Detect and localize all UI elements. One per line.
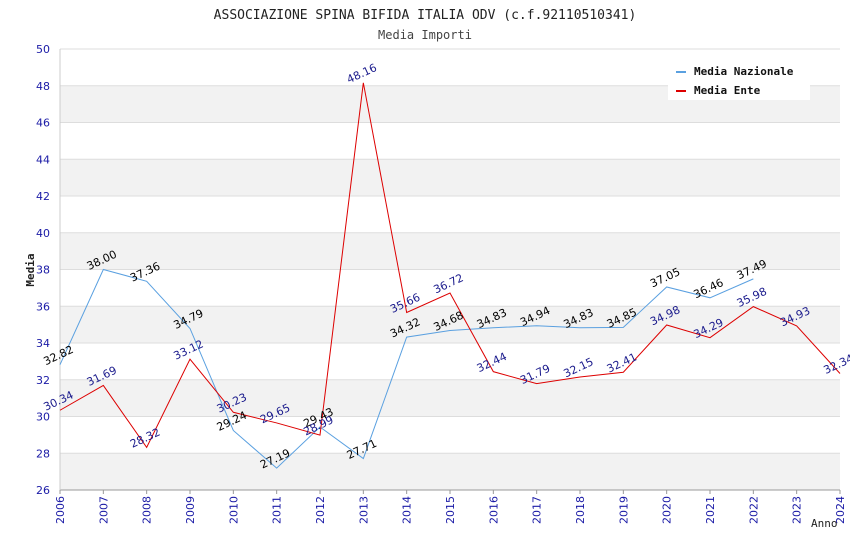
y-tick-label: 42 <box>36 190 50 203</box>
x-tick-label: 2013 <box>357 496 370 524</box>
y-tick-label: 44 <box>36 153 50 166</box>
x-tick-label: 2019 <box>617 496 630 524</box>
grid-band <box>60 122 840 160</box>
x-axis-ticks: 2006 2007 2008 2009 2010 2011 2012 2013 2014 2015… <box>54 490 847 524</box>
y-tick-label: 34 <box>36 337 50 350</box>
series-line-media-ente <box>59 82 841 449</box>
grid-band <box>60 379 840 417</box>
x-tick-label: 2015 <box>444 496 457 524</box>
grid-band <box>60 159 840 196</box>
y-tick-label: 32 <box>36 374 50 387</box>
legend-label-media-nazionale: Media Nazionale <box>694 65 794 78</box>
x-tick-label: 2018 <box>574 496 587 524</box>
legend-box <box>668 60 810 100</box>
grid-bands <box>60 49 840 490</box>
y-tick-label: 46 <box>36 117 50 130</box>
legend: Media Nazionale Media Ente <box>668 60 810 100</box>
x-tick-label: 2010 <box>227 496 240 524</box>
x-tick-label: 2021 <box>704 496 717 524</box>
y-tick-label: 28 <box>36 447 50 460</box>
y-axis-ticks: 26 28 30 32 34 36 38 40 42 44 46 48 50 <box>36 43 50 497</box>
y-axis-label: Media <box>24 253 37 286</box>
x-tick-label: 2023 <box>791 496 804 524</box>
y-tick-label: 40 <box>36 227 50 240</box>
x-tick-label: 2006 <box>54 496 67 524</box>
series-line-media-nazionale <box>59 268 754 469</box>
y-tick-label: 36 <box>36 300 50 313</box>
grid-band <box>60 416 840 454</box>
x-tick-label: 2014 <box>401 496 414 524</box>
x-tick-label: 2017 <box>531 496 544 524</box>
y-tick-label: 38 <box>36 264 50 277</box>
y-tick-label: 26 <box>36 484 50 497</box>
chart-title: ASSOCIAZIONE SPINA BIFIDA ITALIA ODV (c.… <box>214 8 637 23</box>
grid-band <box>60 453 840 490</box>
x-axis-label: Anno <box>811 517 838 530</box>
grid-band <box>60 196 840 233</box>
y-tick-label: 30 <box>36 411 50 424</box>
x-tick-label: 2016 <box>487 496 500 524</box>
y-tick-label: 48 <box>36 80 50 93</box>
x-tick-label: 2011 <box>271 496 284 524</box>
x-tick-label: 2022 <box>747 496 760 524</box>
series-lines <box>59 82 841 469</box>
x-tick-label: 2012 <box>314 496 327 524</box>
grid-band <box>60 232 840 270</box>
x-tick-label: 2024 <box>834 496 847 524</box>
grid-band <box>60 306 840 343</box>
x-tick-label: 2020 <box>661 496 674 524</box>
legend-label-media-ente: Media Ente <box>694 84 761 97</box>
grid-band <box>60 269 840 307</box>
chart-subtitle: Media Importi <box>378 28 472 42</box>
x-tick-label: 2007 <box>97 496 110 524</box>
y-tick-label: 50 <box>36 43 50 56</box>
x-tick-label: 2009 <box>184 496 197 524</box>
x-tick-label: 2008 <box>141 496 154 524</box>
grid-band <box>60 343 840 380</box>
